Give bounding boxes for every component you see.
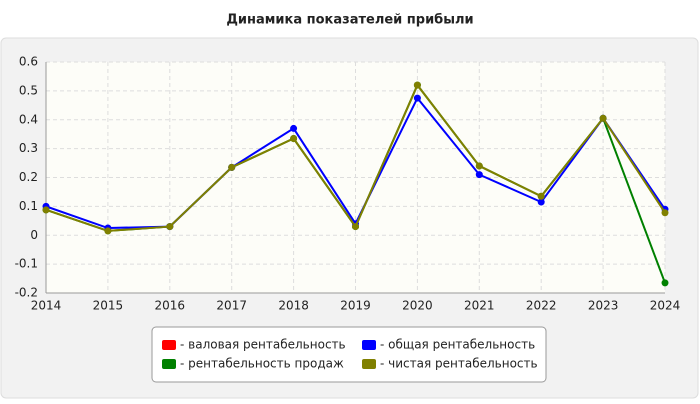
x-tick-label: 2017	[216, 299, 247, 313]
point	[413, 94, 421, 102]
legend-label: - чистая рентабельность	[380, 357, 538, 371]
y-tick-label: 0.4	[19, 112, 38, 126]
point	[352, 223, 359, 231]
x-tick-label: 2016	[155, 299, 186, 313]
y-tick-label: 0.2	[19, 170, 38, 184]
x-tick-label: 2022	[526, 299, 557, 313]
point	[661, 279, 669, 287]
y-tick-label: 0	[30, 228, 38, 242]
point	[290, 135, 298, 143]
point	[104, 227, 112, 235]
point	[42, 206, 50, 214]
y-tick-label: -0.1	[15, 257, 38, 271]
x-tick-label: 2021	[464, 299, 495, 313]
x-tick-label: 2024	[650, 299, 681, 313]
chart-title: Динамика показателей прибыли	[226, 13, 473, 28]
x-tick-label: 2015	[93, 299, 124, 313]
legend-swatch	[162, 340, 176, 350]
x-tick-label: 2018	[278, 299, 309, 313]
legend-label: - общая рентабельность	[380, 338, 535, 352]
x-tick-label: 2019	[340, 299, 371, 313]
point	[537, 192, 545, 200]
point	[537, 198, 545, 206]
point	[661, 209, 669, 217]
y-tick-label: -0.2	[15, 286, 38, 300]
point	[475, 162, 483, 170]
point	[475, 171, 483, 179]
y-tick-label: 0.5	[19, 83, 38, 97]
legend-label: - рентабельность продаж	[180, 357, 344, 371]
point	[166, 223, 174, 231]
x-tick-label: 2020	[402, 299, 433, 313]
legend-swatch	[162, 359, 176, 369]
point	[413, 81, 421, 89]
point	[290, 124, 298, 132]
legend-label: - валовая рентабельность	[180, 338, 346, 352]
x-tick-label: 2023	[588, 299, 619, 313]
y-tick-label: 0.3	[19, 141, 38, 155]
legend-swatch	[362, 340, 376, 350]
y-tick-label: 0.1	[19, 199, 38, 213]
x-tick-label: 2014	[31, 299, 62, 313]
y-tick-label: 0.6	[19, 55, 38, 69]
point	[228, 163, 236, 171]
point	[599, 114, 607, 122]
legend	[151, 326, 547, 383]
legend-swatch	[362, 359, 376, 369]
